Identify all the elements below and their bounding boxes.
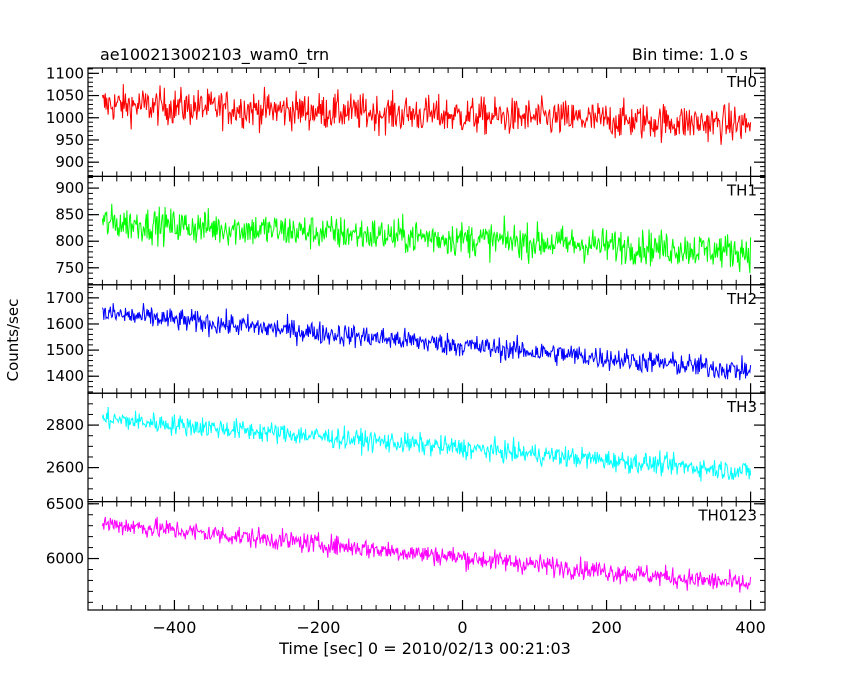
y-tick-label: 1400 xyxy=(46,367,84,385)
y-tick-label: 2800 xyxy=(46,416,84,434)
y-tick-label: 1000 xyxy=(46,109,84,127)
x-tick-label: 200 xyxy=(591,618,622,637)
panel-label-th1: TH1 xyxy=(726,181,757,199)
panel-th0123: 6000 6500 TH0123 xyxy=(46,495,766,611)
y-tick-label: 1700 xyxy=(46,289,84,307)
y-tick-label: 2600 xyxy=(46,459,84,477)
series-line-th0 xyxy=(101,84,752,145)
panel-frame xyxy=(87,284,766,394)
panel-frame xyxy=(87,67,766,178)
y-tick-label: 750 xyxy=(55,259,84,277)
x-tick-label: 400 xyxy=(735,618,766,637)
y-tick-label: 900 xyxy=(55,153,84,171)
panel-th1: 750 800 850 900 TH1 xyxy=(55,175,766,286)
y-axis-label: Counts/sec xyxy=(4,299,22,382)
panel-th3: 2600 2800 TH3 xyxy=(46,392,766,503)
series-line-th3 xyxy=(101,407,752,482)
x-tick-label: 0 xyxy=(457,618,467,637)
panel-label-th2: TH2 xyxy=(726,290,757,308)
y-tick-label: 1600 xyxy=(46,315,84,333)
bin-time-label: Bin time: 1.0 s xyxy=(632,45,748,64)
y-tick-label: 850 xyxy=(55,206,84,224)
y-tick-label: 1100 xyxy=(46,64,84,82)
panel-th2: 1400 1500 1600 1700 TH2 xyxy=(46,284,766,394)
panel-th0: 900 950 1000 1050 1100 TH0 xyxy=(46,64,766,178)
y-tick-label: 6000 xyxy=(46,550,84,568)
series-line-th0123 xyxy=(101,516,752,593)
y-tick-label: 1050 xyxy=(46,87,84,105)
chart-title: ae100213002103_wam0_trn xyxy=(100,45,329,65)
panel-label-th0: TH0 xyxy=(726,73,757,91)
y-tick-label: 1500 xyxy=(46,341,84,359)
y-tick-label: 800 xyxy=(55,232,84,250)
panel-frame xyxy=(87,392,766,503)
panels-group: 900 950 1000 1050 1100 TH0 750 800 850 900 TH1 1400… xyxy=(46,64,766,637)
x-tick-label: −400 xyxy=(152,618,196,637)
y-tick-label: 6500 xyxy=(46,495,84,513)
series-line-th2 xyxy=(101,303,752,381)
x-axis-label: Time [sec] 0 = 2010/02/13 00:21:03 xyxy=(278,639,571,658)
panel-label-th0123: TH0123 xyxy=(697,507,757,525)
y-tick-label: 950 xyxy=(55,131,84,149)
series-line-th1 xyxy=(101,203,752,274)
y-tick-label: 900 xyxy=(55,179,84,197)
panel-frame xyxy=(87,501,766,611)
x-tick-label: −200 xyxy=(296,618,340,637)
panel-label-th3: TH3 xyxy=(726,398,757,416)
